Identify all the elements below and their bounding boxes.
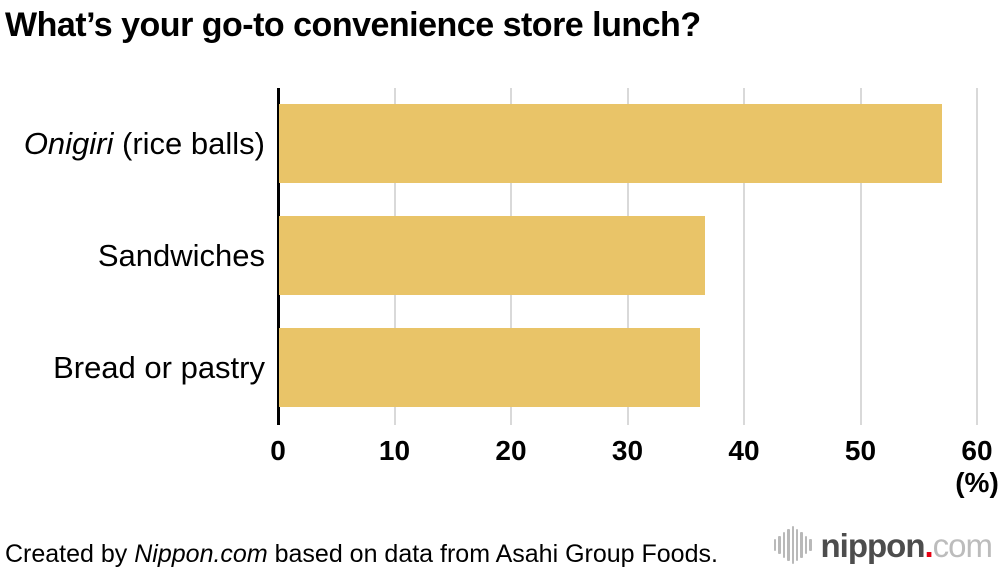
bar-1 bbox=[279, 216, 706, 295]
soundwave-bar bbox=[809, 539, 812, 551]
x-tick-label-60: 60 bbox=[961, 435, 993, 466]
gridline-40 bbox=[743, 88, 745, 425]
x-tick-label-10: 10 bbox=[378, 435, 411, 466]
x-tick-label-40: 40 bbox=[728, 435, 760, 466]
chart-title: What’s your go-to convenience store lunc… bbox=[5, 6, 701, 44]
logo-text-com: com bbox=[932, 526, 993, 564]
nippon-logo: nippon.com bbox=[774, 522, 993, 568]
category-label-text: Bread or pastry bbox=[53, 349, 265, 385]
credit-brand: Nippon.com bbox=[134, 540, 268, 568]
credit-suffix: based on data from Asahi Group Foods. bbox=[267, 540, 718, 568]
gridline-60 bbox=[976, 88, 978, 425]
soundwave-bar bbox=[787, 529, 790, 561]
category-label-0: Onigiri (rice balls) bbox=[24, 126, 265, 162]
bar-2 bbox=[279, 328, 700, 407]
bar-0 bbox=[279, 104, 942, 183]
footer-credit: Created by Nippon.com based on data from… bbox=[5, 540, 718, 569]
plot-area bbox=[276, 88, 978, 425]
category-label-italic: Onigiri bbox=[23, 125, 114, 161]
x-axis: (%) 0 10 20 30 40 50 60 bbox=[270, 425, 999, 505]
logo-text-nippon: nippon bbox=[820, 526, 926, 564]
soundwave-bar bbox=[804, 536, 808, 554]
credit-prefix: Created by bbox=[5, 540, 135, 568]
x-tick-label-0: 0 bbox=[270, 435, 286, 466]
x-tick-label-20: 20 bbox=[495, 435, 527, 466]
y-axis-line bbox=[276, 88, 280, 425]
soundwave-bars-icon bbox=[774, 525, 812, 565]
x-axis-unit-label: (%) bbox=[955, 467, 999, 498]
nippon-logo-text: nippon.com bbox=[820, 526, 993, 564]
soundwave-bar bbox=[791, 526, 794, 564]
category-labels: Onigiri (rice balls) Sandwiches Bread or p… bbox=[0, 88, 265, 425]
category-label-text: Sandwiches bbox=[97, 237, 265, 273]
soundwave-bar bbox=[795, 529, 799, 561]
logo-text-dot: . bbox=[924, 526, 933, 564]
category-label-text: (rice balls) bbox=[113, 125, 265, 161]
soundwave-bar bbox=[800, 532, 803, 558]
category-label-1: Sandwiches bbox=[98, 238, 265, 274]
x-tick-label-30: 30 bbox=[611, 435, 644, 466]
soundwave-bar bbox=[782, 532, 786, 558]
gridline-50 bbox=[859, 88, 862, 425]
category-label-2: Bread or pastry bbox=[53, 350, 265, 386]
soundwave-bar bbox=[778, 536, 781, 554]
soundwave-bar bbox=[774, 539, 777, 551]
x-tick-label-50: 50 bbox=[844, 435, 877, 466]
